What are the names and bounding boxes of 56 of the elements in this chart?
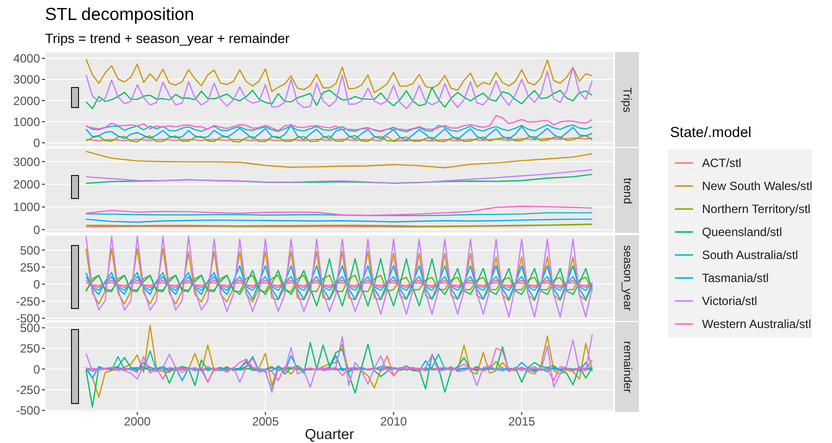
y-tick-label: 0 <box>33 277 40 292</box>
legend-label: ACT/stl <box>702 156 742 170</box>
y-tick-label: 250 <box>20 260 40 274</box>
legend-label: Northern Territory/stl <box>702 202 810 216</box>
x-tick-label: 2005 <box>252 414 280 429</box>
y-tick-label: 0 <box>33 222 40 237</box>
y-tick-label: -250 <box>16 382 40 397</box>
x-tick-label: 2010 <box>380 414 408 429</box>
y-tick-label: 0 <box>33 136 40 150</box>
y-tick-label: -250 <box>16 294 40 308</box>
y-tick-label: -500 <box>16 404 40 418</box>
legend-title: State/.model <box>670 125 752 141</box>
line-series <box>85 169 593 184</box>
legend-label: Queensland/stl <box>702 224 782 239</box>
y-tick-label: 500 <box>20 321 40 336</box>
x-tick-label: 2000 <box>124 414 151 429</box>
y-tick-label: 3000 <box>13 154 40 169</box>
y-axis-title: trend <box>621 177 633 204</box>
y-axis-title: Trips <box>621 86 634 112</box>
chart-title: STL decomposition <box>45 4 194 25</box>
line-series <box>85 86 593 110</box>
line-series <box>85 236 593 318</box>
y-tick-label: 4000 <box>13 52 40 66</box>
y-tick-label: 500 <box>20 243 40 258</box>
line-series <box>85 66 593 109</box>
y-tick-label: 2000 <box>13 94 40 108</box>
line-series <box>85 150 593 168</box>
line-series <box>85 206 593 216</box>
y-tick-label: 1000 <box>13 200 40 214</box>
line-series <box>85 124 593 141</box>
line-series <box>85 334 593 393</box>
line-series <box>85 279 593 288</box>
line-series <box>85 124 593 132</box>
line-series <box>85 258 593 307</box>
legend-label: South Australia/stl <box>702 248 798 262</box>
y-tick-label: 3000 <box>13 72 40 87</box>
chart-subtitle: Trips = trend + season_year + remainder <box>45 31 290 46</box>
y-tick-label: 0 <box>33 362 40 376</box>
y-axis-title: season_year <box>621 245 634 311</box>
line-series <box>85 265 593 300</box>
legend-label: Tasmania/stl <box>702 271 769 286</box>
line-series <box>85 342 593 408</box>
y-tick-label: 2000 <box>13 178 40 192</box>
y-tick-label: 250 <box>20 342 40 356</box>
legend-label: Western Australia/stl <box>702 317 812 332</box>
x-axis-title: Quarter <box>304 427 356 443</box>
line-series <box>85 355 593 383</box>
y-tick-label: 1000 <box>13 114 40 129</box>
line-series <box>85 348 593 383</box>
x-tick-label: 2015 <box>508 414 536 429</box>
line-series <box>85 324 593 398</box>
line-series <box>85 58 593 94</box>
legend-label: Victoria/stl <box>702 294 758 308</box>
line-series <box>85 114 593 132</box>
y-axis-title: remainder <box>621 341 633 393</box>
legend-label: New South Wales/stl <box>702 178 812 193</box>
